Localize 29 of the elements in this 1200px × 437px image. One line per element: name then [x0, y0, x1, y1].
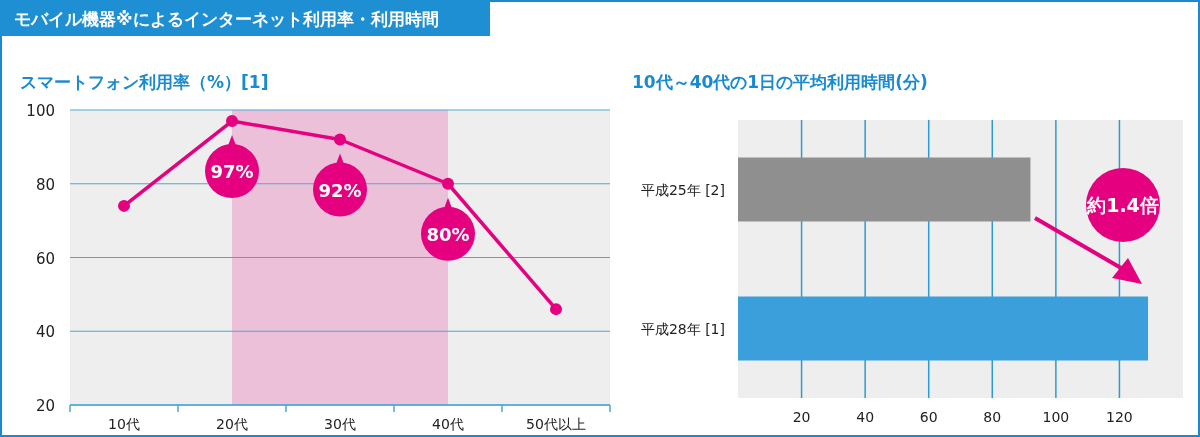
point [442, 177, 454, 190]
chart-title: スマートフォン利用率（%）[1] [20, 72, 269, 92]
text: モバイル機器※によるインターネット利用率・利用時間 [14, 9, 439, 29]
x-tick-label: 20代 [216, 416, 248, 432]
x-tick-label: 80 [983, 409, 1002, 425]
x-tick-label: 100 [1042, 409, 1070, 425]
point [550, 303, 562, 316]
x-tick-label: 120 [1106, 409, 1133, 425]
x-tick-label: 10代 [108, 416, 140, 432]
x-tick-label: 40 [856, 409, 875, 425]
data-label: 97% [210, 161, 254, 183]
x-tick-label: 20 [792, 409, 811, 425]
x-tick-label: 30代 [324, 416, 356, 432]
x-tick-label: 60 [919, 409, 938, 425]
data-label: 92% [318, 179, 362, 201]
chart-title: 10代～40代の1日の平均利用時間(分) [632, 72, 928, 92]
point [118, 199, 130, 212]
x-tick-label: 50代以上 [526, 416, 586, 432]
annotation: 約1.4倍 [1086, 194, 1159, 216]
y-tick-label: 平成28年 [1] [640, 320, 725, 337]
y-tick-label: 60 [35, 249, 55, 268]
point [334, 133, 346, 146]
y-tick-label: 100 [26, 102, 55, 120]
y-tick-label: 平成25年 [2] [640, 181, 725, 198]
y-tick-label: 40 [35, 323, 55, 342]
y-tick-label: 80 [35, 175, 55, 194]
point [226, 115, 238, 128]
data-label: 80% [426, 223, 470, 245]
x-tick-label: 40代 [432, 416, 464, 432]
